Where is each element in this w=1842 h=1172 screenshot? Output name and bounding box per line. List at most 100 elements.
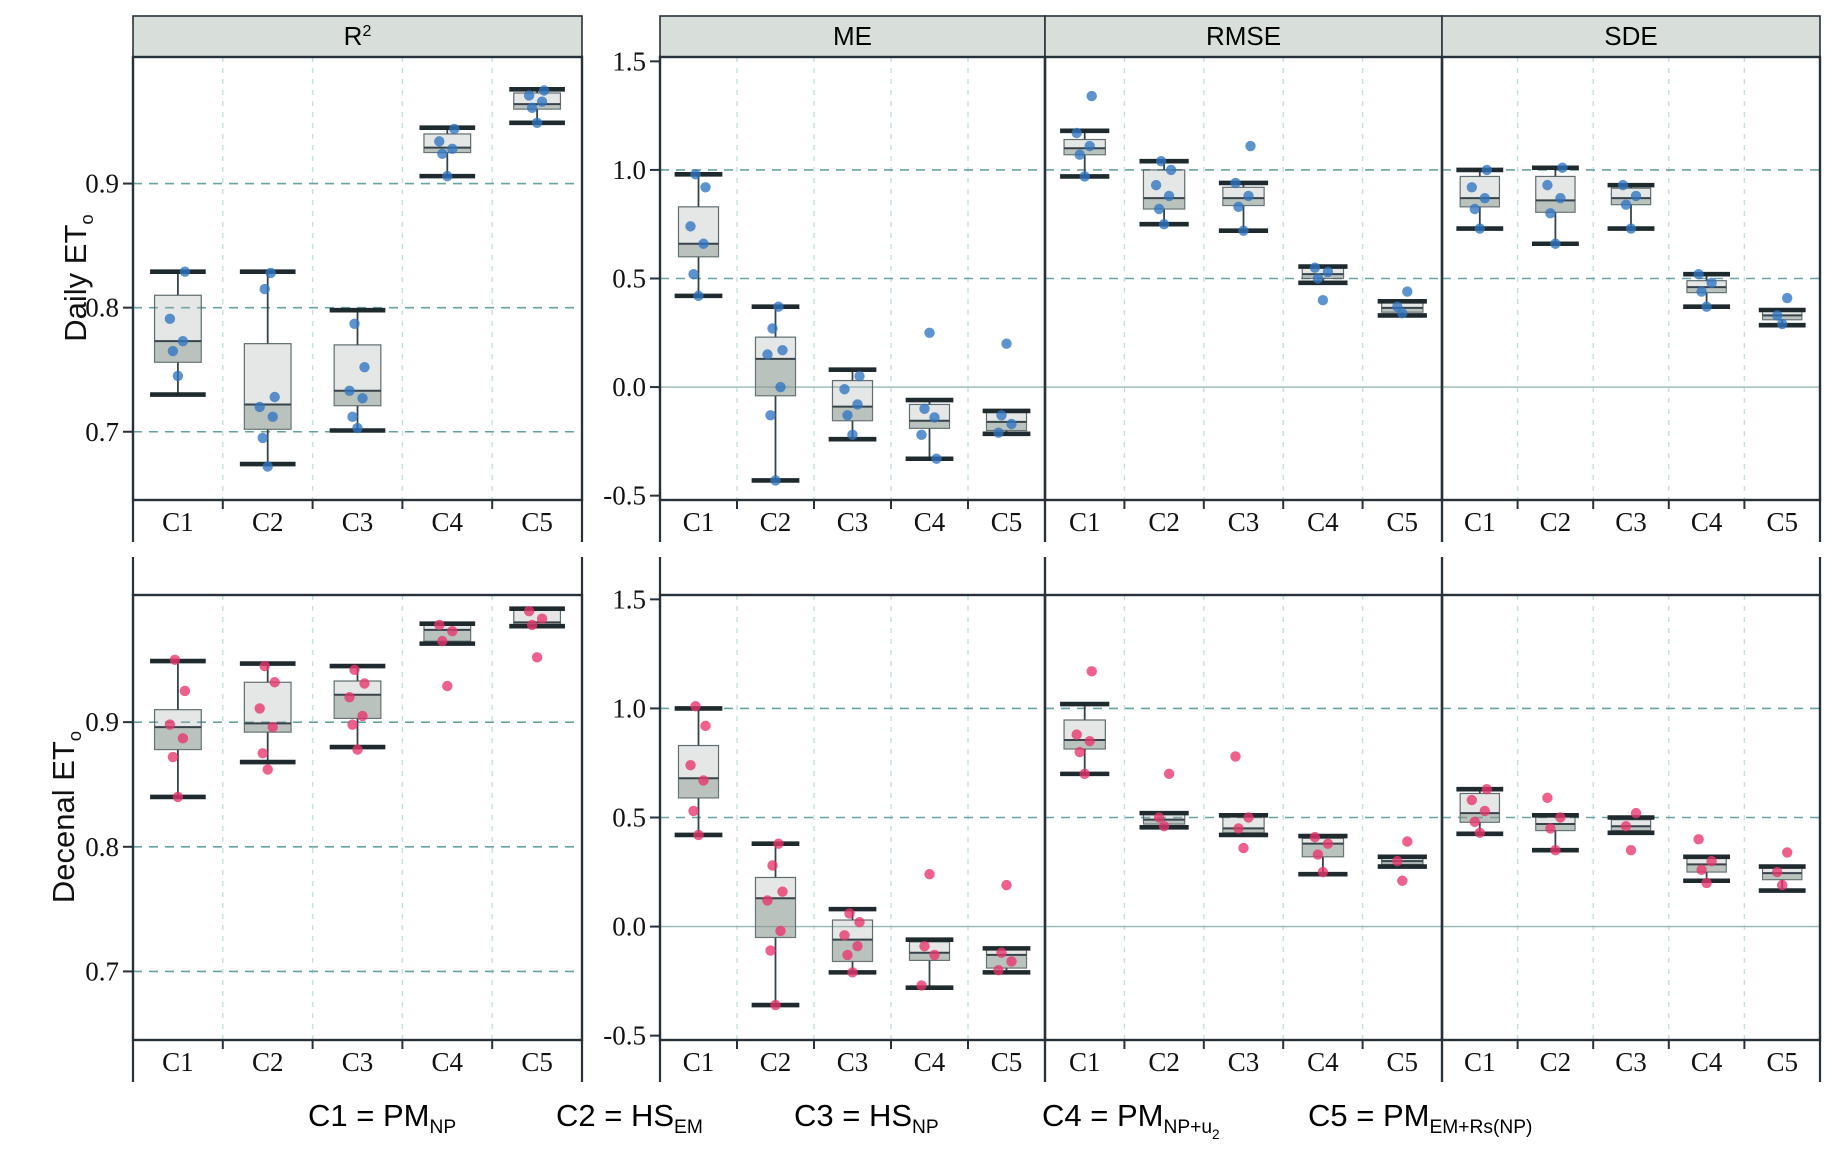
panel-sde-decenal: C1 C2 C3 C4 C5: [1440, 557, 1822, 1082]
x-tick-label: C3: [1228, 507, 1260, 537]
data-point: [1155, 156, 1167, 167]
data-point: [1693, 268, 1704, 280]
data-point: [1001, 879, 1012, 891]
data-point: [765, 945, 776, 956]
y-tick-label: -0.5: [603, 1021, 646, 1051]
x-tick-label: C3: [837, 1047, 869, 1077]
data-point: [1317, 295, 1329, 306]
data-point: [1550, 845, 1561, 856]
panel-me-daily: C1 C2 C3 C4 C5 -0.5 0.0 0.5 1.0 1.5: [603, 46, 1047, 542]
data-point: [349, 318, 360, 329]
data-point: [1402, 286, 1413, 297]
box-group-c4: [905, 327, 954, 464]
x-tick-label: C4: [1307, 507, 1339, 537]
legend-item-c1: C1 = PMNP: [308, 1098, 456, 1139]
data-point: [767, 323, 778, 334]
box-inner-band: [1302, 274, 1344, 279]
data-point: [852, 399, 863, 410]
data-point: [442, 170, 453, 182]
data-point: [177, 335, 189, 347]
legend-item-c2: C2 = HSEM: [556, 1098, 703, 1139]
x-tick-label: C3: [342, 507, 374, 537]
box-group-c1: [1060, 666, 1110, 780]
box-inner-band: [1460, 198, 1500, 207]
legend: C1 = PMNP C2 = HSEM C3 = HSNP C4 = PMNP+…: [0, 1098, 1842, 1148]
data-point: [1696, 286, 1707, 297]
data-point: [1550, 238, 1561, 249]
data-point: [1630, 190, 1642, 202]
data-point: [531, 652, 543, 663]
data-point: [1158, 821, 1170, 832]
box-inner-band: [1143, 198, 1185, 210]
legend-c4-sub: NP+u: [1163, 1117, 1213, 1139]
box-iqr: [754, 876, 797, 939]
legend-item-c5: C5 = PMEM+Rs(NP): [1308, 1098, 1532, 1139]
box-group-c1: [150, 266, 206, 397]
panel-frame: [1440, 55, 1822, 502]
data-point: [1701, 877, 1712, 889]
data-point: [169, 654, 181, 666]
data-point: [688, 268, 699, 280]
data-point: [1772, 866, 1783, 878]
panel-frame: [131, 593, 584, 1042]
data-point: [1555, 812, 1566, 823]
box-group-c1: [1456, 783, 1504, 838]
data-point: [1466, 182, 1478, 193]
data-point: [1071, 127, 1082, 139]
box-group-c2: [239, 660, 296, 775]
data-point: [847, 429, 858, 441]
x-tick-label: C1: [1069, 507, 1101, 537]
x-tick-label: C5: [1766, 1047, 1798, 1077]
x-tick-label: C1: [162, 507, 194, 537]
data-point: [685, 759, 696, 771]
box-group-c5: [509, 85, 565, 128]
box-group-c1: [150, 654, 206, 803]
box-group-c2: [1139, 156, 1189, 230]
box-group-c3: [1218, 751, 1269, 854]
box-inner-band: [832, 939, 873, 962]
box-group-c2: [751, 838, 800, 1011]
box-group-c2: [1139, 768, 1189, 832]
data-point: [1402, 836, 1413, 847]
data-point: [773, 301, 784, 312]
box-group-c2: [751, 301, 800, 486]
data-point: [924, 327, 935, 338]
box-inner-band: [1762, 873, 1802, 880]
data-point: [688, 805, 699, 817]
data-point: [1006, 956, 1017, 967]
box-group-c3: [1218, 140, 1269, 236]
legend-c5-sub: EM+Rs(NP): [1429, 1117, 1533, 1139]
data-point: [1230, 751, 1241, 762]
data-point: [996, 947, 1007, 958]
data-point: [854, 917, 865, 928]
data-point: [993, 964, 1004, 976]
box-iqr: [153, 709, 202, 751]
data-point: [344, 692, 355, 703]
data-point: [1245, 140, 1256, 152]
box-group-c5: [1758, 847, 1806, 893]
data-point: [359, 362, 370, 373]
x-tick-label: C4: [914, 507, 946, 537]
box-group-c2: [1531, 792, 1579, 856]
data-point: [344, 385, 355, 397]
data-point: [1233, 201, 1244, 213]
data-point: [349, 664, 360, 675]
panel-header-label: RMSE: [1206, 21, 1281, 51]
data-point: [1392, 301, 1403, 312]
y-axis-title-decenal: Decenal ETo: [46, 647, 86, 987]
x-tick-label: C1: [1464, 1047, 1496, 1077]
data-point: [929, 412, 940, 423]
data-point: [1001, 338, 1012, 349]
x-tick-label: C2: [1148, 1047, 1180, 1077]
box-inner-band: [909, 420, 950, 429]
data-point: [767, 860, 778, 871]
data-point: [1630, 807, 1642, 819]
x-tick-label: C3: [342, 1047, 374, 1077]
box-inner-band: [678, 243, 719, 257]
panel-header-strip: [132, 15, 583, 58]
data-point: [523, 606, 535, 617]
data-point: [1545, 208, 1556, 219]
legend-c3-main: C3 = HS: [794, 1098, 913, 1133]
